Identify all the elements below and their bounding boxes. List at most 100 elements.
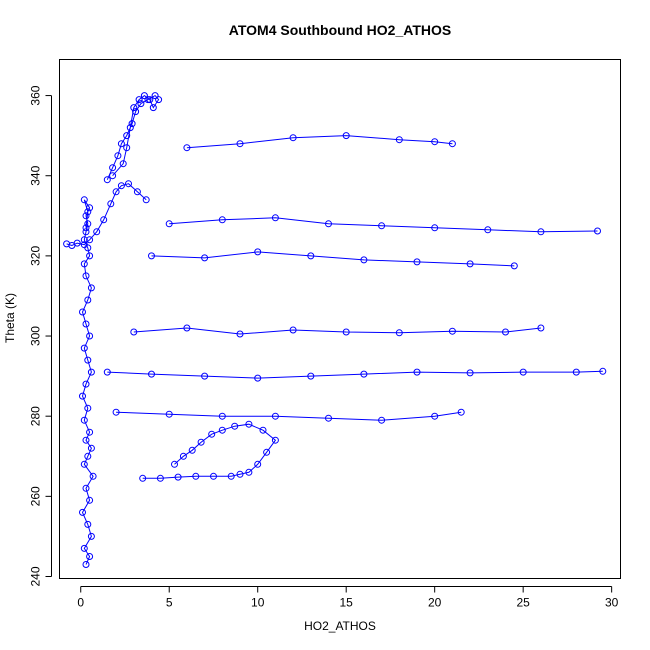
data-point [171,460,178,468]
data-point [227,472,235,480]
data-point [82,224,90,232]
data-point [289,326,297,334]
data-point [395,329,403,337]
y-tick-label: 360 [29,85,43,105]
x-tick-label: 30 [605,596,619,610]
data-point [342,328,350,336]
data-point [117,140,125,148]
data-point [82,561,90,568]
data-point [236,470,244,478]
data-point [360,370,368,378]
data-point [82,212,90,220]
x-axis-label: HO2_ATHOS [304,619,376,633]
data-point [307,372,315,380]
data-point [197,438,205,446]
data-point [537,324,545,332]
data-point [87,444,95,452]
data-point [130,104,138,112]
data-point [218,412,226,420]
data-point [80,416,88,424]
data-point [80,344,88,352]
data-point [254,248,262,256]
data-point [510,262,518,270]
data-point [80,196,88,204]
data-point [572,368,580,376]
x-tick-label: 10 [251,596,265,610]
data-point [502,328,509,336]
data-point [155,96,163,104]
data-point [84,452,92,460]
data-point [112,188,120,196]
data-point [103,368,111,376]
data-point [84,404,92,412]
data-point [236,330,244,338]
data-point [148,370,155,378]
plot-layer [63,92,607,568]
data-point [413,368,421,376]
data-point [378,222,386,230]
data-point [466,260,474,268]
plot-frame [59,59,621,579]
data-point [117,182,125,190]
data-point [87,532,95,540]
y-tick-label: 340 [29,165,43,185]
data-point [165,220,173,228]
data-point [100,216,108,224]
data-point [82,228,90,236]
data-point [112,408,120,416]
data-point [93,228,101,236]
data-point [254,374,262,382]
data-point [448,140,456,148]
data-point [73,239,81,247]
data-point [378,416,386,424]
data-point [236,140,244,148]
data-point [218,426,226,434]
x-tick-label: 0 [77,596,84,610]
data-point [431,412,439,420]
data-point [271,412,279,420]
data-point [139,474,147,482]
data-point [80,241,88,249]
data-point [84,220,92,228]
data-point [135,96,143,104]
y-tick-label: 300 [29,326,43,346]
data-point [594,227,601,235]
data-point [254,460,262,468]
data-point [148,252,155,260]
data-point [466,369,474,377]
data-point [86,496,94,504]
data-point [201,254,209,262]
series-line [133,327,541,335]
data-point [208,430,216,438]
data-point [123,144,131,152]
data-point [80,460,88,468]
data-point [174,473,182,481]
data-point [599,367,607,375]
data-point [360,256,368,264]
data-point [84,520,92,528]
axes-layer: 0 5 10 15 20 25 30 240 260 280 300 320 340 360 [29,85,619,609]
data-point [431,224,439,232]
data-point [231,422,239,430]
data-point [137,100,145,108]
data-point [130,328,138,336]
data-point [192,472,200,480]
data-point [126,124,134,132]
data-point [79,308,86,316]
data-point [245,420,253,428]
y-tick-label: 320 [29,246,43,266]
data-point [307,252,315,260]
data-point [123,132,131,140]
data-point [86,236,94,244]
data-point [289,134,297,142]
data-point [448,327,456,335]
data-point [87,368,95,376]
data-point [140,92,148,100]
data-point [259,426,267,434]
data-point [151,92,159,100]
y-axis-label: Theta (K) [3,293,17,343]
data-point [271,214,279,222]
data-point [79,392,86,400]
data-point [84,356,92,364]
